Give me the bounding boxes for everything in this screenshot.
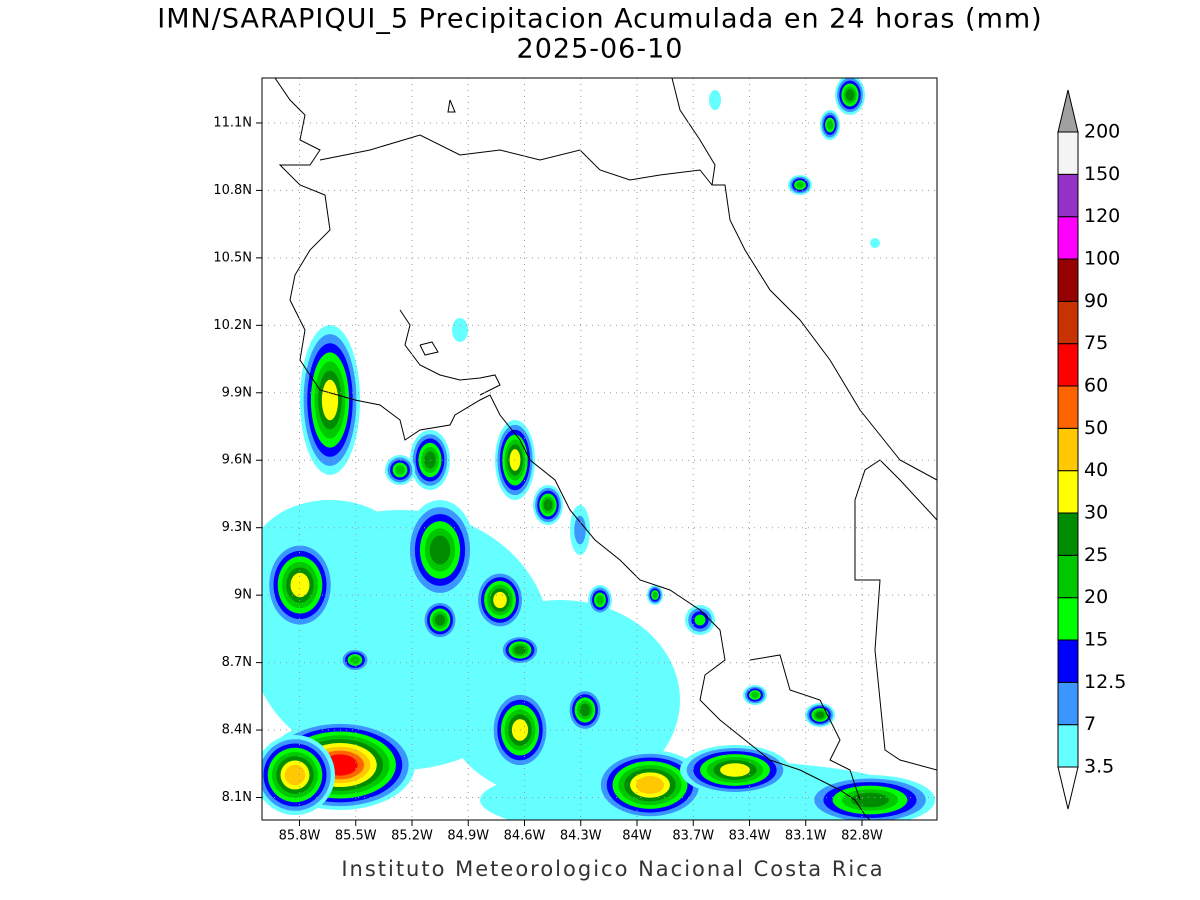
colorbar-label: 20 xyxy=(1084,586,1108,608)
colorbar-box xyxy=(1057,512,1079,556)
precip-area xyxy=(350,656,360,664)
coastline xyxy=(274,78,871,820)
precip-area xyxy=(452,318,468,342)
precip-area xyxy=(751,691,759,699)
colorbar-label: 120 xyxy=(1084,205,1120,227)
title: IMN/SARAPIQUI_5 Precipitacion Acumulada … xyxy=(157,4,1042,35)
y-tick-label: 9.6N xyxy=(222,453,252,468)
colorbar-box xyxy=(1057,173,1079,218)
precip-area xyxy=(434,614,446,626)
precip-area xyxy=(709,90,721,110)
colorbar-label: 100 xyxy=(1084,248,1120,270)
x-tick-label: 82.8W xyxy=(841,829,883,844)
colorbar-box xyxy=(1057,724,1079,768)
y-tick-label: 10.5N xyxy=(213,250,252,265)
colorbar-box xyxy=(1057,597,1079,641)
precip-area xyxy=(815,711,825,719)
colorbar-box xyxy=(1057,131,1079,175)
colorbar-box xyxy=(1057,470,1079,514)
colorbar-label: 40 xyxy=(1084,459,1108,481)
y-tick-label: 8.4N xyxy=(222,723,252,738)
colorbar-label: 75 xyxy=(1084,332,1108,354)
subtitle: 2025-06-10 xyxy=(517,34,684,65)
border xyxy=(749,654,861,801)
coastline xyxy=(447,99,456,113)
precip-area xyxy=(720,763,750,777)
precip-area xyxy=(290,572,310,598)
colorbar-box xyxy=(1057,639,1079,683)
precip-area xyxy=(493,591,507,609)
y-tick-label: 10.2N xyxy=(213,318,252,333)
precip-area xyxy=(694,614,706,626)
colorbar-box xyxy=(1057,681,1079,726)
colorbar-label: 50 xyxy=(1084,417,1108,439)
x-tick-label: 83.1W xyxy=(785,829,827,844)
colorbar-box xyxy=(1057,427,1079,472)
colorbar-label: 12.5 xyxy=(1084,671,1126,693)
colorbar-label: 150 xyxy=(1084,163,1120,185)
y-tick-label: 8.1N xyxy=(222,790,252,805)
x-tick-label: 85.5W xyxy=(335,829,377,844)
y-tick-label: 9N xyxy=(234,588,252,603)
x-tick-label: 83.7W xyxy=(672,829,714,844)
x-tick-label: 85.8W xyxy=(279,829,321,844)
coastline xyxy=(399,309,501,396)
precip-area xyxy=(845,89,855,101)
map-overlay xyxy=(262,78,937,820)
x-tick-label: 83.4W xyxy=(729,829,771,844)
x-tick-label: 84.6W xyxy=(504,829,546,844)
footer: Instituto Meteorologico Nacional Costa R… xyxy=(341,857,884,881)
colorbar-box xyxy=(1057,216,1079,260)
colorbar-box xyxy=(1057,343,1079,387)
precip-area xyxy=(596,595,604,605)
colorbar-label: 7 xyxy=(1084,713,1096,735)
colorbar-under xyxy=(1057,766,1079,810)
precip-area xyxy=(321,379,339,421)
border xyxy=(319,134,713,186)
precip-area xyxy=(543,499,553,511)
coastline xyxy=(419,341,439,356)
precip-area xyxy=(796,181,804,189)
precip-area xyxy=(429,535,451,565)
plot-frame xyxy=(261,77,938,821)
colorbar-box xyxy=(1057,300,1079,345)
colorbar-label: 25 xyxy=(1084,544,1108,566)
y-tick-label: 8.7N xyxy=(222,655,252,670)
x-tick-label: 84.9W xyxy=(447,829,489,844)
plot-area xyxy=(262,78,935,820)
border xyxy=(854,459,937,771)
colorbar-label: 3.5 xyxy=(1084,756,1114,778)
x-tick-label: 84W xyxy=(622,829,652,844)
precip-area xyxy=(826,120,834,130)
colorbar-box xyxy=(1057,258,1079,302)
colorbar-label: 90 xyxy=(1084,290,1108,312)
y-tick-label: 10.8N xyxy=(213,183,252,198)
precip-area xyxy=(514,645,526,655)
precip-area xyxy=(284,764,306,786)
colorbar-label: 15 xyxy=(1084,629,1108,651)
colorbar-box xyxy=(1057,385,1079,429)
precip-area xyxy=(851,792,889,808)
x-tick-label: 85.2W xyxy=(391,829,433,844)
x-tick-label: 84.3W xyxy=(560,829,602,844)
precip-area xyxy=(870,238,880,248)
colorbar-label: 60 xyxy=(1084,375,1108,397)
colorbar-box xyxy=(1057,554,1079,599)
coastline xyxy=(671,78,937,481)
y-tick-label: 9.9N xyxy=(222,385,252,400)
colorbar-over xyxy=(1057,89,1079,133)
precip-area xyxy=(652,591,658,599)
precip-area xyxy=(579,703,591,717)
y-tick-label: 9.3N xyxy=(222,520,252,535)
precip-area xyxy=(395,465,405,475)
colorbar-label: 200 xyxy=(1084,121,1120,143)
precip-area xyxy=(635,776,665,794)
colorbar-label: 30 xyxy=(1084,502,1108,524)
precip-area xyxy=(574,515,586,545)
y-tick-label: 11.1N xyxy=(213,115,252,130)
